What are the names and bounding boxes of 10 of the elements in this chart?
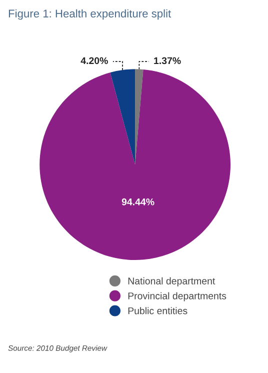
legend-label: National department xyxy=(128,277,216,286)
data-label: 94.44% xyxy=(122,198,154,206)
data-label: 1.37% xyxy=(154,57,181,64)
legend-label: Provincial departments xyxy=(128,292,226,302)
data-label: 4.20% xyxy=(80,57,108,64)
legend-label: Public entities xyxy=(128,307,188,314)
pie-slice xyxy=(110,69,136,165)
pie-slice xyxy=(135,69,144,165)
pie-slice xyxy=(40,70,231,260)
chart-title: Figure 1: Health expenditure split xyxy=(8,9,172,20)
